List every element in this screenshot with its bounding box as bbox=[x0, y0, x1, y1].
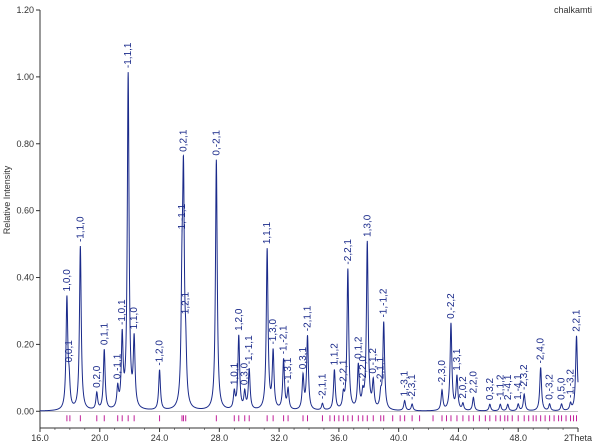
peak-label: 0,-2,2 bbox=[446, 293, 457, 319]
diffraction-pattern-line bbox=[40, 72, 579, 412]
reflection-tick-marks bbox=[66, 415, 578, 422]
peak-label: 0,1,1 bbox=[99, 322, 110, 345]
peak-label: -1,-1,1 bbox=[177, 203, 188, 232]
x-tick-label: 36.0 bbox=[330, 433, 348, 443]
peak-label: -2,3,2 bbox=[519, 364, 530, 390]
x-axis-ticks: 16.0 20.0 24.0 28.0 32.0 36.0 40.0 44.0 48.0 2The… bbox=[31, 428, 592, 443]
peak-label: -1,2,1 bbox=[181, 292, 192, 318]
peak-label: 0,-1,2 bbox=[368, 348, 379, 374]
x-tick-label: 32.0 bbox=[270, 433, 288, 443]
peak-label: 0,3,2 bbox=[485, 378, 496, 401]
x-tick-label: 2Theta bbox=[564, 433, 592, 443]
y-tick-label: 0.80 bbox=[16, 139, 34, 149]
peak-label: 0,1,2 bbox=[353, 336, 364, 359]
peak-label: 0,-2,1 bbox=[211, 130, 222, 156]
peak-label: -1,-1,2 bbox=[379, 288, 390, 317]
peak-label: 1,-3,1 bbox=[400, 370, 411, 396]
chart-title: chalkamti bbox=[554, 5, 592, 15]
peak-label: 1,1,0 bbox=[129, 307, 140, 330]
peak-label: 1,1,2 bbox=[329, 343, 340, 366]
peak-label: -1,0,1 bbox=[117, 299, 128, 325]
peak-label: 1,1,1 bbox=[262, 221, 273, 244]
peak-label: -1,-3,2 bbox=[566, 369, 577, 398]
peak-label: -2,3,0 bbox=[437, 360, 448, 386]
peak-label: 0,3,1 bbox=[298, 347, 309, 370]
peak-label: 0,3,0 bbox=[240, 362, 251, 385]
peak-label: -1,1,1 bbox=[123, 42, 134, 68]
peak-label: 0,5,0 bbox=[557, 377, 568, 400]
x-tick-label: 48.0 bbox=[509, 433, 527, 443]
peak-label: 2,-4,1 bbox=[503, 374, 514, 400]
peak-label: 1,3,1 bbox=[452, 348, 463, 371]
peak-label: 0,0,1 bbox=[64, 340, 75, 363]
x-tick-label: 44.0 bbox=[450, 433, 468, 443]
y-tick-label: 0.20 bbox=[16, 339, 34, 349]
y-tick-label: 1.20 bbox=[16, 5, 34, 15]
peak-label: 1,0,0 bbox=[62, 269, 73, 292]
y-tick-label: 1.00 bbox=[16, 72, 34, 82]
peak-label: -1,1,0 bbox=[75, 216, 86, 242]
x-tick-label: 16.0 bbox=[31, 433, 49, 443]
x-tick-label: 28.0 bbox=[211, 433, 229, 443]
peak-label: -2,1,1 bbox=[317, 373, 328, 399]
peak-label: -1,3,0 bbox=[268, 319, 279, 345]
x-tick-label: 40.0 bbox=[390, 433, 408, 443]
peak-label: 1,2,0 bbox=[234, 308, 245, 331]
peak-label: 0,2,0 bbox=[92, 365, 103, 388]
peak-label: 2,2,0 bbox=[468, 371, 479, 394]
peak-label: -1,2,0 bbox=[155, 340, 166, 366]
peak-label: 0,-3,2 bbox=[545, 374, 556, 400]
x-tick-label: 20.0 bbox=[91, 433, 109, 443]
peak-label: -1,1,2 bbox=[495, 374, 506, 400]
x-tick-label: 24.0 bbox=[151, 433, 169, 443]
peak-label: -2,2,1 bbox=[338, 359, 349, 385]
peak-label: -2,1,1 bbox=[303, 305, 314, 331]
peak-label: -2,1,1 bbox=[376, 356, 387, 382]
peak-label: -1,-1,1 bbox=[244, 335, 255, 364]
peak-label: 1,0,1 bbox=[229, 362, 240, 385]
peak-label: -2,4,0 bbox=[536, 337, 547, 363]
peak-label: 1,3,0 bbox=[362, 214, 373, 237]
peak-label: -2,2,1 bbox=[343, 239, 354, 265]
y-tick-label: 0.00 bbox=[16, 406, 34, 416]
peak-label: 1,-4,1 bbox=[513, 374, 524, 400]
peak-label: -1,-2,1 bbox=[279, 325, 290, 354]
peak-label: 0,-1,1 bbox=[113, 353, 124, 379]
y-tick-label: 0.60 bbox=[16, 206, 34, 216]
y-axis-ticks: 0.00 0.20 0.40 0.60 0.80 1.00 1.20 bbox=[16, 5, 40, 416]
peak-label: -1,3,1 bbox=[283, 357, 294, 383]
peak-label: 2,2,1 bbox=[572, 309, 583, 332]
y-axis-title: Relative Intensity bbox=[2, 165, 12, 234]
peak-label: -2,2,0 bbox=[358, 356, 369, 382]
y-tick-label: 0.40 bbox=[16, 273, 34, 283]
peak-label: 2,0,2 bbox=[458, 376, 469, 399]
peak-label: -2,3,1 bbox=[407, 374, 418, 400]
peak-label: 0,2,1 bbox=[178, 129, 189, 152]
peak-labels: 1,0,0 0,0,1 -1,1,0 0,2,0 0,1,10,-1,1 -1,0,1 -1… bbox=[62, 42, 583, 400]
